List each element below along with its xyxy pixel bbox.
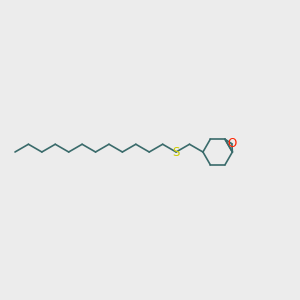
Text: O: O (227, 137, 236, 150)
Text: S: S (172, 146, 180, 158)
